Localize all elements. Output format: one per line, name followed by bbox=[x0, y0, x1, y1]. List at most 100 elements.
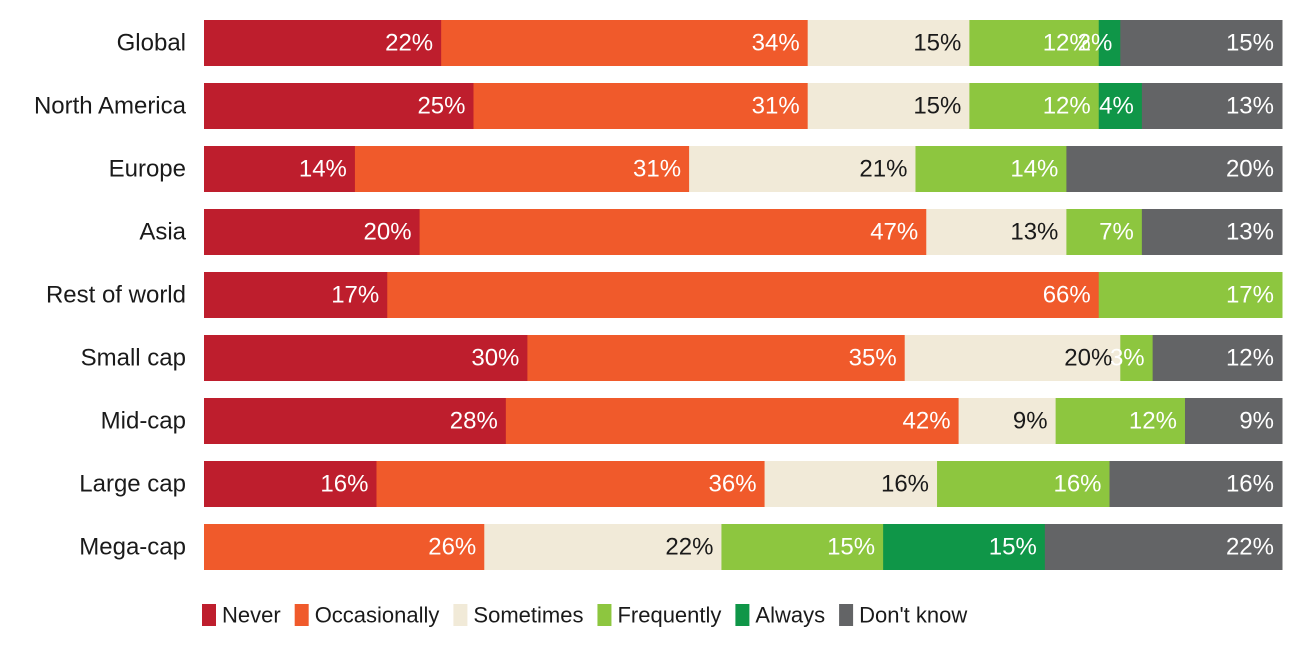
data-label-rest-of-world-never: 17% bbox=[331, 282, 379, 309]
category-label-mid-cap: Mid-cap bbox=[101, 408, 186, 435]
bar-segment-asia-sometimes bbox=[926, 209, 1067, 255]
data-label-global-never: 22% bbox=[385, 30, 433, 57]
data-label-north-america-don-t-know: 13% bbox=[1226, 93, 1274, 120]
data-label-rest-of-world-frequently: 17% bbox=[1226, 282, 1274, 309]
data-label-europe-never: 14% bbox=[299, 156, 347, 183]
bar-segment-north-america-occasionally bbox=[473, 83, 809, 129]
bar-segment-large-cap-frequently bbox=[937, 461, 1111, 507]
bar-row-global: 22% 34% 15% 12%2% 15% bbox=[204, 20, 1283, 66]
legend-item-sometimes: Sometimes bbox=[453, 603, 583, 628]
legend-swatch-never bbox=[202, 604, 216, 626]
data-label-rest-of-world-occasionally: 66% bbox=[1043, 282, 1091, 309]
bar-segment-mid-cap-occasionally bbox=[505, 398, 960, 444]
legend-item-never: Never bbox=[202, 603, 281, 628]
category-label-global: Global bbox=[117, 30, 186, 57]
legend-label-frequently: Frequently bbox=[617, 603, 721, 628]
data-label-mega-cap-frequently: 15% bbox=[827, 534, 875, 561]
bar-segment-mega-cap-don-t-know bbox=[1044, 524, 1283, 570]
data-label-europe-occasionally: 31% bbox=[633, 156, 681, 183]
data-label-mid-cap-frequently: 12% bbox=[1129, 408, 1177, 435]
legend-swatch-frequently bbox=[597, 604, 612, 626]
bar-row-small-cap: 30% 35% 20%3% 12% bbox=[204, 335, 1283, 381]
data-label-small-cap-never: 30% bbox=[471, 345, 519, 372]
bar-row-asia: 20% 47% 13% 7% 13% bbox=[204, 209, 1283, 255]
category-label-rest-of-world: Rest of world bbox=[46, 282, 186, 309]
data-label-global-occasionally: 34% bbox=[752, 30, 800, 57]
category-label-mega-cap: Mega-cap bbox=[79, 534, 186, 561]
data-label-small-cap-don-t-know: 12% bbox=[1226, 345, 1274, 372]
bar-segment-mid-cap-don-t-know bbox=[1184, 398, 1283, 444]
data-label-mid-cap-sometimes: 9% bbox=[1013, 408, 1048, 435]
category-label-large-cap: Large cap bbox=[79, 471, 186, 498]
data-label-north-america-always: 4% bbox=[1099, 93, 1134, 120]
legend-swatch-always bbox=[735, 604, 750, 626]
bar-segment-mid-cap-sometimes bbox=[958, 398, 1057, 444]
data-label-small-cap-sometimes: 20% bbox=[1064, 345, 1112, 372]
legend-item-always: Always bbox=[735, 603, 825, 628]
legend-swatch-don-t-know bbox=[839, 604, 854, 626]
data-label-mega-cap-always: 15% bbox=[989, 534, 1037, 561]
category-label-europe: Europe bbox=[109, 156, 186, 183]
bar-segment-rest-of-world-frequently bbox=[1098, 272, 1283, 318]
bar-segment-global-never bbox=[204, 20, 442, 66]
data-label-large-cap-occasionally: 36% bbox=[709, 471, 757, 498]
legend-label-sometimes: Sometimes bbox=[473, 603, 583, 628]
legend-label-always: Always bbox=[755, 603, 825, 628]
data-label-small-cap-frequently: 3% bbox=[1110, 345, 1145, 372]
bar-segment-small-cap-don-t-know bbox=[1152, 335, 1283, 381]
data-label-large-cap-frequently: 16% bbox=[1053, 471, 1101, 498]
bar-segment-asia-occasionally bbox=[419, 209, 927, 255]
bar-row-mid-cap: 28% 42% 9% 12% 9% bbox=[204, 398, 1283, 444]
data-label-asia-never: 20% bbox=[364, 219, 412, 246]
legend-label-occasionally: Occasionally bbox=[315, 603, 440, 628]
bar-segment-north-america-never bbox=[204, 83, 474, 129]
bar-segment-europe-sometimes bbox=[689, 146, 916, 192]
bar-segment-europe-occasionally bbox=[354, 146, 690, 192]
bar-segment-asia-don-t-know bbox=[1141, 209, 1283, 255]
data-label-europe-frequently: 14% bbox=[1010, 156, 1058, 183]
bar-segment-large-cap-sometimes bbox=[764, 461, 938, 507]
data-label-north-america-frequently: 12% bbox=[1043, 93, 1091, 120]
data-label-global-don-t-know: 15% bbox=[1226, 30, 1274, 57]
category-labels: Global North America Europe Asia Rest of wor… bbox=[34, 30, 187, 561]
category-label-north-america: North America bbox=[34, 93, 187, 120]
bar-segment-mega-cap-always bbox=[883, 524, 1046, 570]
legend-item-occasionally: Occasionally bbox=[294, 603, 440, 628]
bar-segment-mega-cap-occasionally bbox=[204, 524, 485, 570]
data-label-mega-cap-sometimes: 22% bbox=[665, 534, 713, 561]
bar-row-rest-of-world: 17% 66% 17% bbox=[204, 272, 1283, 318]
legend-item-don-t-know: Don't know bbox=[839, 603, 967, 628]
data-label-global-frequently: 12% bbox=[1043, 30, 1091, 57]
bar-segment-small-cap-occasionally bbox=[527, 335, 906, 381]
bar-segment-asia-frequently bbox=[1066, 209, 1143, 255]
bar-segment-europe-don-t-know bbox=[1066, 146, 1283, 192]
bar-segment-mega-cap-frequently bbox=[721, 524, 884, 570]
bar-segment-asia-never bbox=[204, 209, 421, 255]
bar-segment-global-sometimes bbox=[807, 20, 970, 66]
bar-segment-global-occasionally bbox=[441, 20, 809, 66]
bar-segment-small-cap-never bbox=[204, 335, 528, 381]
bar-segment-europe-frequently bbox=[915, 146, 1067, 192]
data-label-large-cap-sometimes: 16% bbox=[881, 471, 929, 498]
bar-segment-north-america-don-t-know bbox=[1141, 83, 1283, 129]
data-label-asia-sometimes: 13% bbox=[1010, 219, 1058, 246]
bar-row-north-america: 25% 31% 15% 12% 4% 13% bbox=[204, 83, 1283, 129]
bar-segment-rest-of-world-never bbox=[204, 272, 388, 318]
data-label-global-always: 2% bbox=[1078, 30, 1113, 57]
data-label-asia-frequently: 7% bbox=[1099, 219, 1134, 246]
legend-swatch-occasionally bbox=[294, 604, 309, 626]
bar-segment-global-don-t-know bbox=[1120, 20, 1283, 66]
legend: Never Occasionally Sometimes Frequently Alwa… bbox=[202, 603, 967, 628]
legend-label-never: Never bbox=[222, 603, 281, 628]
data-label-europe-sometimes: 21% bbox=[859, 156, 907, 183]
data-label-north-america-never: 25% bbox=[417, 93, 465, 120]
bar-segment-mid-cap-frequently bbox=[1055, 398, 1186, 444]
bar-segment-large-cap-don-t-know bbox=[1109, 461, 1283, 507]
category-label-asia: Asia bbox=[139, 219, 186, 246]
bar-segment-small-cap-frequently bbox=[1120, 335, 1154, 381]
bar-segment-large-cap-occasionally bbox=[376, 461, 766, 507]
bar-segment-mid-cap-never bbox=[204, 398, 507, 444]
bars-layer: 22% 34% 15% 12%2% 15%25% 31% 15% 12% 4% 13%14% 31%… bbox=[204, 20, 1283, 570]
